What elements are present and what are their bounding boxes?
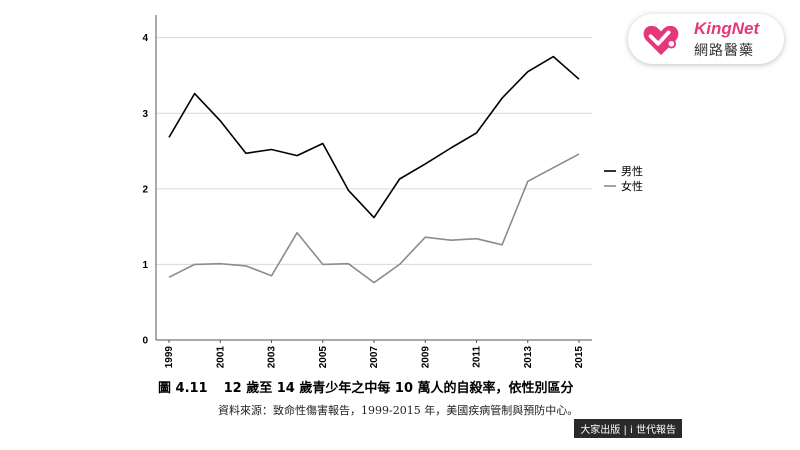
y-tick-labels: 0 1 2 3 4 [142,33,148,346]
series-line-female [168,153,580,284]
y-tick-label-1: 1 [142,260,148,271]
kingnet-logo: KingNet 網路醫藥 [628,14,784,64]
figure-title: 12 歲至 14 歲青少年之中每 10 萬人的自殺率，依性別區分 [223,381,574,396]
x-tick-label-2007: 2007 [369,346,380,369]
x-tick-label-2001: 2001 [215,346,226,369]
x-tick-label-2015: 2015 [574,346,585,369]
y-tick-label-2: 2 [142,184,148,195]
x-tick-label-2013: 2013 [523,346,534,369]
legend-label-male: 男性 [621,164,643,178]
x-tick-label-2009: 2009 [420,346,431,369]
x-tick-label-2003: 2003 [267,346,278,369]
y-tick-label-4: 4 [142,33,148,44]
figure-number: 圖 4.11 [158,381,208,396]
x-tick-label-2011: 2011 [472,346,483,368]
y-tick-label-3: 3 [142,109,148,120]
grid-lines [156,37,592,265]
logo-name-zh: 網路醫藥 [694,43,754,59]
source-note: 資料來源：致命性傷害報告，1999-2015 年，美國疾病管制與預防中心。 [218,404,579,417]
axes [155,15,592,343]
x-tick-labels: 1999 2001 2003 2005 2007 2009 2011 2013 2015 [164,346,585,369]
series-lines [168,55,580,284]
y-tick-label-0: 0 [142,336,148,347]
heart-icon [643,25,679,56]
publisher-badge: 大家出版 | i 世代報告 [574,419,682,438]
legend-label-female: 女性 [621,179,643,193]
x-tick-label-1999: 1999 [164,346,175,369]
x-tick-label-2005: 2005 [318,346,329,369]
figure-caption: 圖 4.11 12 歲至 14 歲青少年之中每 10 萬人的自殺率，依性別區分 [158,377,574,396]
series-line-male [168,55,580,219]
logo-name-en: KingNet [694,19,760,38]
